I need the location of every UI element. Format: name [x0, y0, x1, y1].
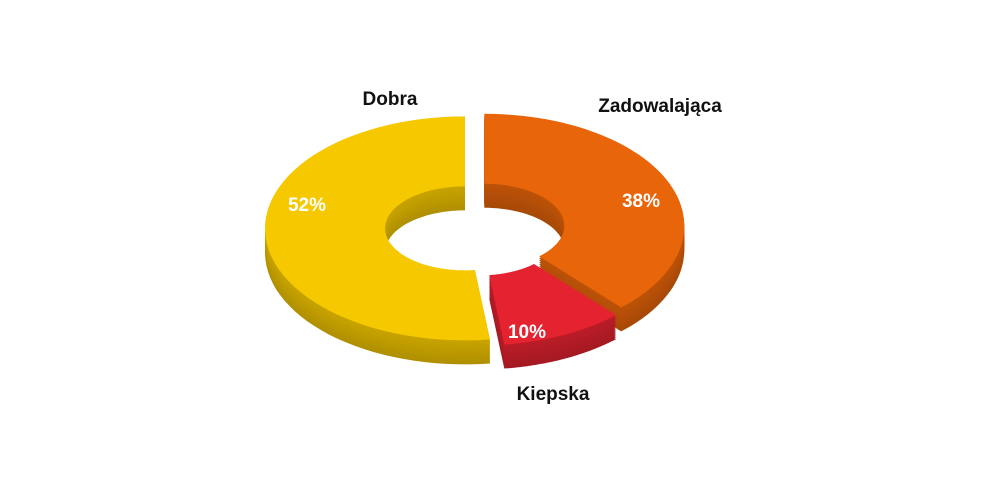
slice: [489, 264, 617, 369]
slice-top: [265, 116, 491, 341]
slice-top: [484, 113, 685, 308]
category-label: Zadowalająca: [598, 96, 722, 117]
slice: [265, 116, 491, 365]
value-label: 10%: [508, 322, 546, 343]
slice: [484, 113, 685, 332]
value-label: 52%: [288, 195, 326, 216]
category-label: Kiepska: [517, 384, 590, 405]
value-label: 38%: [622, 191, 660, 212]
slice-top: [489, 264, 617, 345]
category-label: Dobra: [363, 89, 418, 110]
